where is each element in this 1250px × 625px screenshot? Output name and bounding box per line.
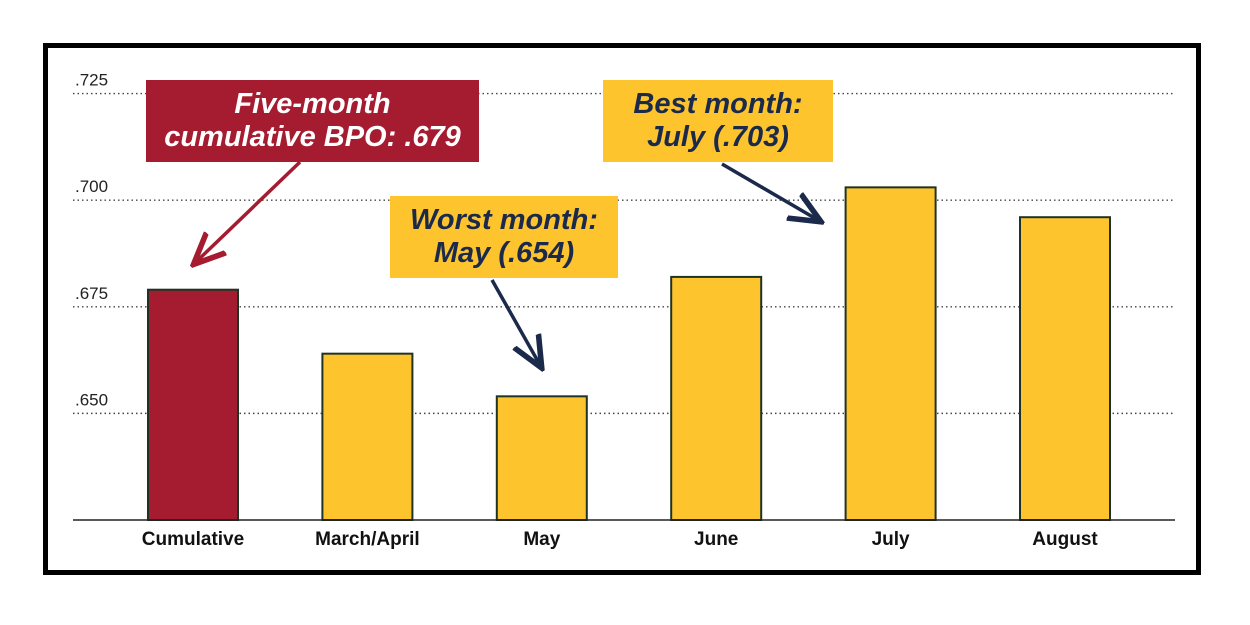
y-tick-label: .700 xyxy=(75,177,108,196)
callout-best-line1: Best month: xyxy=(633,88,803,120)
bar-july xyxy=(844,186,937,521)
callout-cumulative-line2: cumulative BPO: .679 xyxy=(164,121,461,153)
callout-cumulative-line1: Five-month xyxy=(234,88,391,120)
arrow-cumulative xyxy=(196,160,302,262)
callout-cumulative: Five-month cumulative BPO: .679 xyxy=(146,80,479,162)
y-tick-label: .650 xyxy=(75,390,108,409)
callout-best-month: Best month: July (.703) xyxy=(603,80,833,162)
y-tick-label: .725 xyxy=(75,71,108,90)
callout-best-line2: July (.703) xyxy=(647,121,789,153)
callout-worst-line1: Worst month: xyxy=(410,204,598,236)
x-tick-label: May xyxy=(523,529,560,550)
bar-june xyxy=(670,275,763,522)
bar-may xyxy=(495,395,588,521)
arrow-best xyxy=(721,162,818,220)
x-tick-label: Cumulative xyxy=(142,529,244,550)
bar-march-april xyxy=(321,352,414,522)
x-tick-label: June xyxy=(694,529,738,550)
x-tick-label: July xyxy=(872,529,910,550)
callout-worst-line2: May (.654) xyxy=(433,237,575,269)
y-tick-label: .675 xyxy=(75,284,108,303)
bar-august xyxy=(1019,216,1111,522)
x-tick-label: August xyxy=(1032,529,1098,550)
x-tick-label: March/April xyxy=(315,529,420,550)
callout-worst-month: Worst month: May (.654) xyxy=(390,196,618,278)
arrow-worst xyxy=(490,279,540,365)
bar-cumulative xyxy=(147,288,239,521)
